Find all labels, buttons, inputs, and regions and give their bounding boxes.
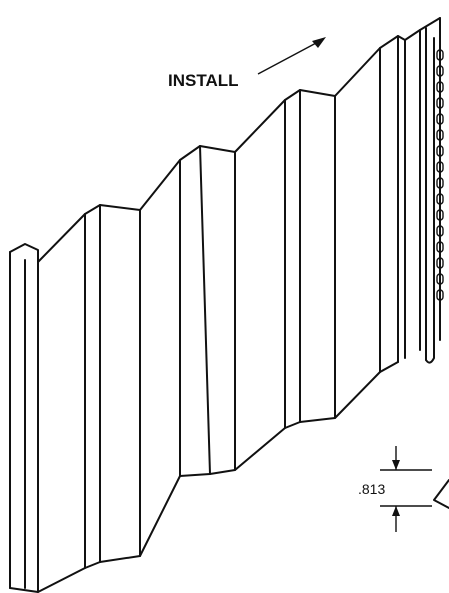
nail-slots — [436, 49, 444, 301]
panel — [9, 17, 444, 593]
install-callout: INSTALL — [168, 37, 326, 90]
dimension: .813 — [358, 446, 449, 532]
dimension-label: .813 — [358, 481, 385, 497]
install-label: INSTALL — [168, 71, 239, 90]
